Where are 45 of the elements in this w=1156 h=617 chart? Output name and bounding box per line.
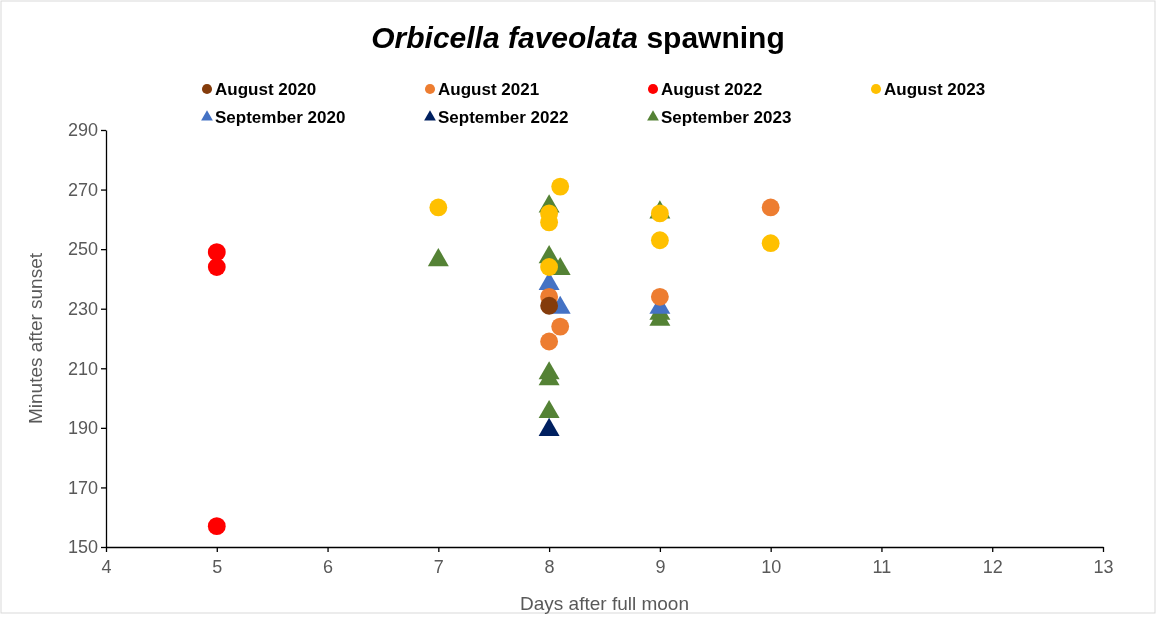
y-axis-title: Minutes after sunset <box>25 252 46 425</box>
point <box>761 234 780 253</box>
legend-label: August 2022 <box>661 80 763 99</box>
x-tick-label: 11 <box>872 557 892 577</box>
x-tick-label: 10 <box>761 557 782 577</box>
x-tick-label: 5 <box>212 557 223 577</box>
point <box>650 231 669 250</box>
point <box>540 296 559 315</box>
legend-label: September 2023 <box>661 108 792 127</box>
y-tick-label: 170 <box>67 477 98 498</box>
x-tick-label: 12 <box>982 557 1003 577</box>
point <box>429 198 448 217</box>
point <box>650 287 669 306</box>
x-tick-label: 4 <box>101 557 112 577</box>
x-tick-label: 13 <box>1093 557 1114 577</box>
x-tick-label: 6 <box>323 557 334 577</box>
point <box>207 258 226 276</box>
legend-label: August 2020 <box>215 80 317 99</box>
point <box>551 317 570 336</box>
point <box>207 517 226 536</box>
y-tick-label: 270 <box>67 179 98 200</box>
point <box>207 243 226 262</box>
legend-label: September 2022 <box>438 108 569 127</box>
point <box>551 177 570 196</box>
y-tick-label: 290 <box>67 120 98 141</box>
point <box>538 399 560 419</box>
x-tick-label: 9 <box>655 557 666 577</box>
x-tick-label: 8 <box>544 557 555 577</box>
legend-label: August 2021 <box>438 80 540 99</box>
chart-title: Orbicella faveolata spawning <box>371 21 785 54</box>
point <box>538 417 560 436</box>
point <box>540 258 559 276</box>
legend-label: September 2020 <box>215 108 346 127</box>
point <box>540 332 559 351</box>
y-tick-label: 210 <box>67 358 98 379</box>
y-tick-label: 230 <box>67 298 98 319</box>
point <box>761 198 780 217</box>
y-tick-label: 250 <box>67 239 98 260</box>
y-tick-label: 190 <box>67 418 98 439</box>
x-axis-title: Days after full moon <box>520 593 689 614</box>
y-tick-label: 150 <box>67 537 98 558</box>
point <box>650 204 669 223</box>
point <box>427 247 449 267</box>
legend-label: August 2023 <box>884 80 986 99</box>
x-tick-label: 7 <box>433 557 444 577</box>
